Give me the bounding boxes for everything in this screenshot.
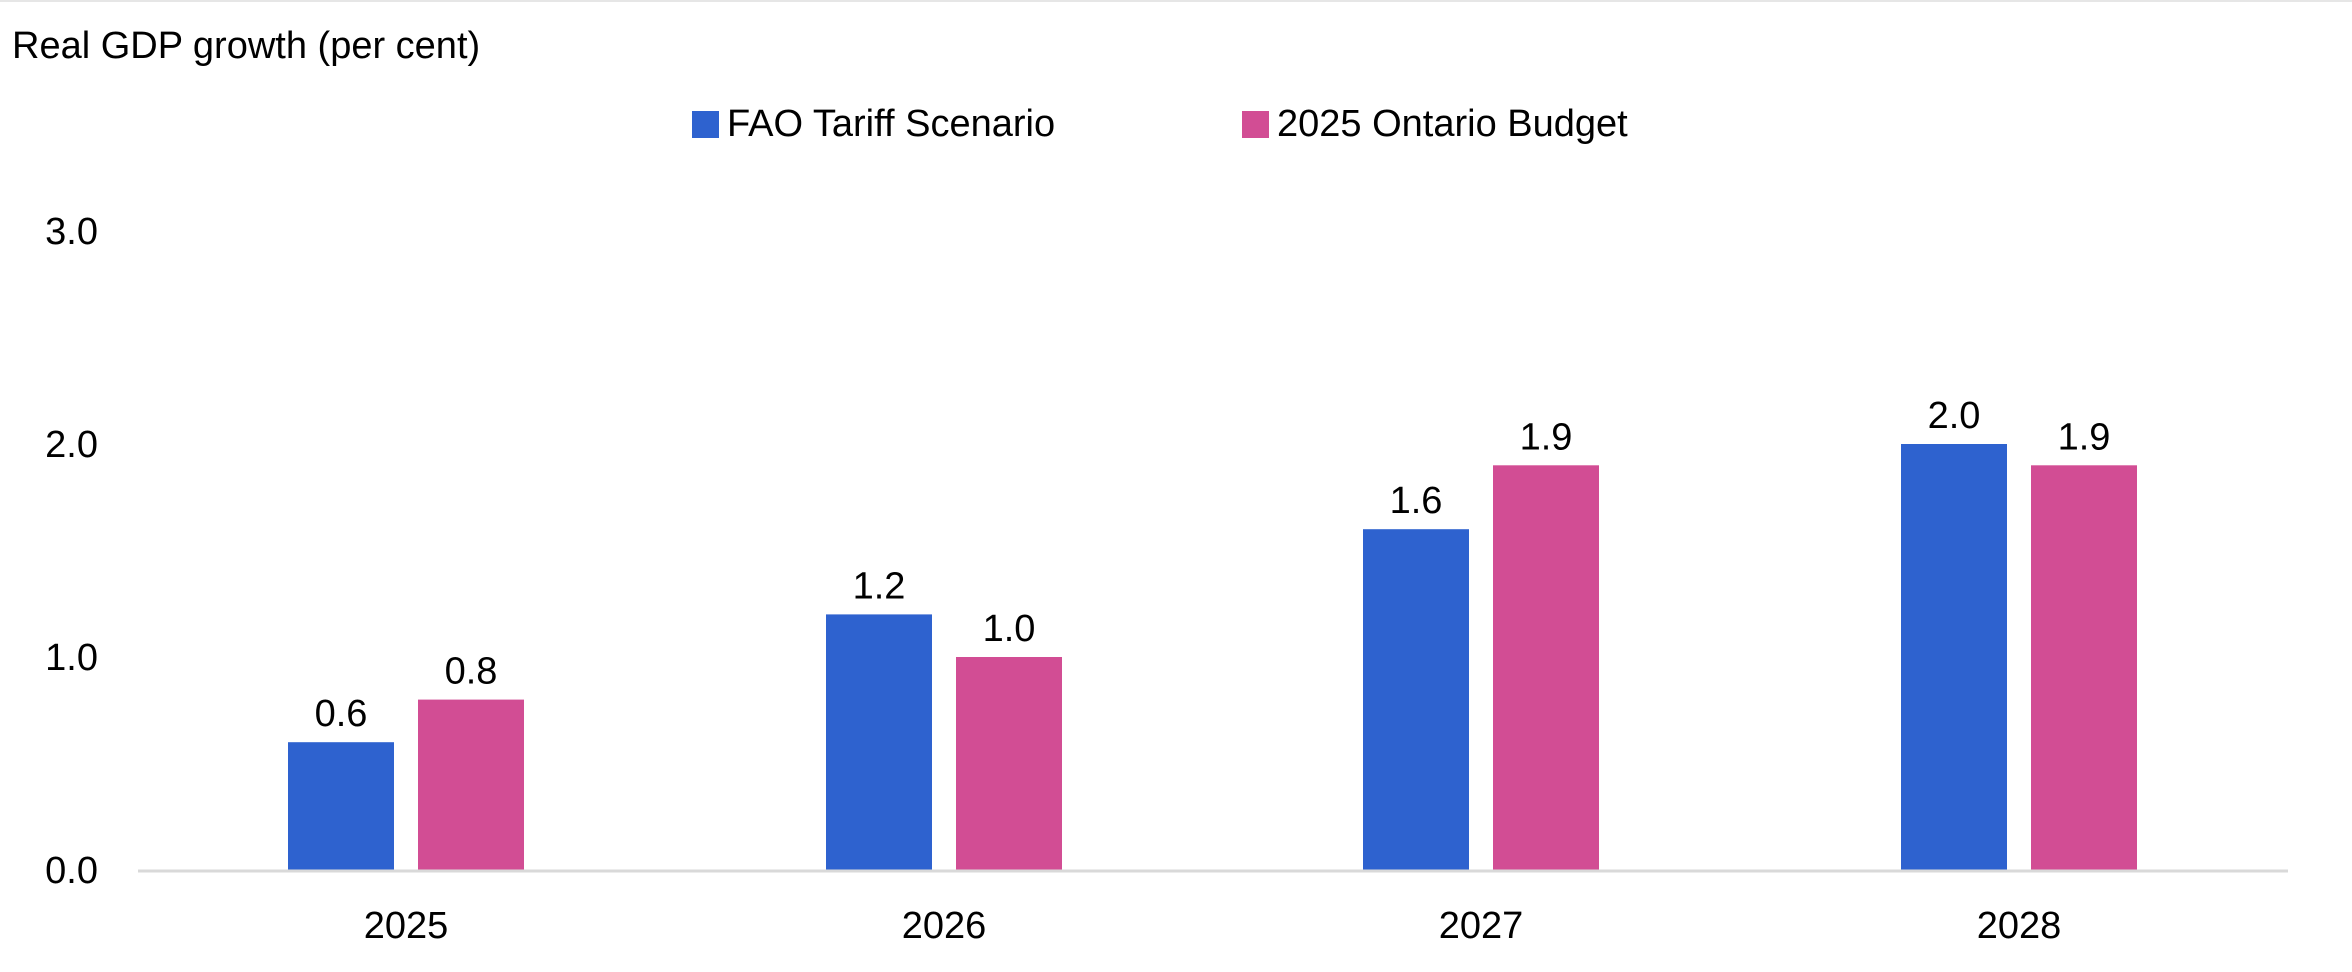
data-label: 1.9 (2058, 416, 2111, 458)
legend-swatch-fao-tariff-scenario (692, 111, 719, 138)
bar-2025-ontario-budget-2027 (1493, 465, 1599, 870)
data-label: 1.0 (983, 608, 1036, 650)
bar-fao-tariff-scenario-2028 (1901, 444, 2007, 870)
x-tick-label: 2025 (364, 905, 449, 947)
data-label: 1.9 (1520, 416, 1573, 458)
bar-2025-ontario-budget-2025 (418, 699, 524, 870)
y-axis: 0.0 1.0 2.0 3.0 (45, 211, 98, 892)
data-label: 1.6 (1390, 480, 1443, 522)
data-label: 0.6 (315, 693, 368, 735)
bar-fao-tariff-scenario-2026 (826, 614, 932, 870)
bar-2025-ontario-budget-2028 (2031, 465, 2137, 870)
data-label: 0.8 (445, 651, 498, 693)
legend-label-2025-ontario-budget: 2025 Ontario Budget (1277, 103, 1628, 145)
data-label: 2.0 (1928, 395, 1981, 437)
y-tick-label: 2.0 (45, 424, 98, 466)
plot-area: 0.6 0.8 1.2 1.0 1.6 1.9 2.0 1.9 (288, 395, 2137, 870)
legend: FAO Tariff Scenario 2025 Ontario Budget (692, 103, 1628, 145)
y-tick-label: 3.0 (45, 211, 98, 253)
bar-fao-tariff-scenario-2027 (1363, 529, 1469, 870)
top-border-line (0, 0, 2352, 2)
x-tick-label: 2027 (1439, 905, 1524, 947)
y-tick-label: 1.0 (45, 637, 98, 679)
legend-label-fao-tariff-scenario: FAO Tariff Scenario (727, 103, 1055, 145)
x-tick-label: 2028 (1977, 905, 2062, 947)
bar-fao-tariff-scenario-2025 (288, 742, 394, 870)
x-tick-label: 2026 (902, 905, 987, 947)
data-label: 1.2 (853, 565, 906, 607)
bar-2025-ontario-budget-2026 (956, 657, 1062, 870)
legend-swatch-2025-ontario-budget (1242, 111, 1269, 138)
y-axis-title: Real GDP growth (per cent) (12, 25, 480, 67)
y-tick-label: 0.0 (45, 850, 98, 892)
x-axis: 2025 2026 2027 2028 (364, 905, 2062, 947)
